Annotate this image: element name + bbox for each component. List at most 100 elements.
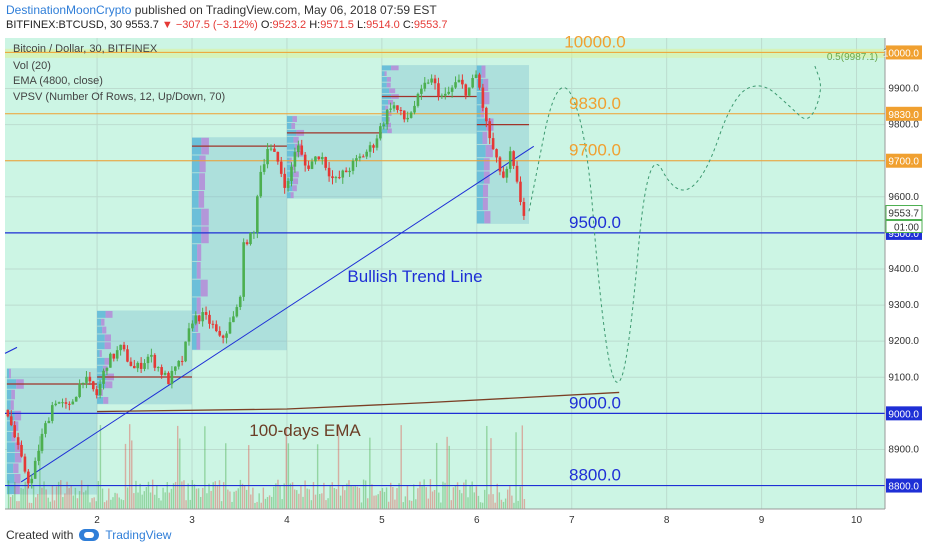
volume-bar [149,492,152,509]
candle-body [262,164,266,172]
volume-bar [467,497,469,509]
candle-body [228,322,232,334]
candle-body [307,165,310,169]
candle-body [498,157,502,172]
volume-bar [262,487,265,509]
volume-bar [214,481,217,509]
volume-profile-row-up [286,178,294,185]
volume-bar [477,495,480,509]
volume-bar [486,425,488,509]
candle-body [95,389,99,396]
volume-profile-row-down [291,123,296,129]
volume-bar [266,497,269,509]
candle-body [156,367,160,369]
volume-profile-row-down [291,164,295,171]
volume-bar [404,496,407,509]
volume-profile-row-up [286,164,292,171]
y-tick-label: 9600.0 [888,192,919,203]
volume-bar [37,494,39,509]
candle-body [74,396,78,402]
tradingview-logo-icon [79,529,100,541]
candle-body [191,323,194,329]
volume-bar [385,487,388,509]
volume-bar [131,440,133,509]
candle-body [40,433,44,451]
volume-bar [275,483,277,509]
volume-bar [291,482,294,509]
volume-profile-row-up [6,421,14,431]
candle-body [23,456,27,472]
volume-profile-row-down [197,244,202,261]
volume-profile-row-down [199,173,206,190]
volume-bar [51,485,54,509]
volume-profile-row-up [192,261,197,279]
candle-body [160,367,163,375]
volume-profile-row-down [14,410,22,421]
volume-profile-row-down [384,71,387,76]
candle-body [242,242,245,297]
candle-body [211,323,215,325]
volume-bar [465,479,467,509]
price-chart[interactable]: 2 3 4 5 6 7 8 9 10 8800.0 8900.0 9000.0 9100.0 9200.0… [0,34,932,526]
candle-body [68,403,71,405]
volume-profile-row-up [97,397,104,404]
volume-bar [235,490,237,509]
volume-bar [456,482,459,509]
volume-profile-row-up [97,357,105,365]
volume-profile-row-down [13,463,19,474]
volume-profile-row-up [476,105,481,118]
volume-bar [285,428,288,509]
x-tick-label: 3 [189,515,195,526]
volume-profile-box [381,65,477,134]
candle-body [197,315,201,322]
volume-bar [20,487,22,509]
volume-bar [494,502,496,509]
volume-bar [406,486,409,509]
volume-bar [93,497,95,509]
volume-bar [229,491,231,509]
volume-bar [135,480,137,509]
volume-bar [392,487,394,509]
volume-bar [471,481,473,509]
candle-body [50,405,54,421]
volume-bar [60,480,62,509]
volume-bar [327,498,329,509]
volume-profile-row-up [6,431,12,442]
x-tick-label: 10 [851,515,863,526]
y-tick-label: 9100.0 [888,372,919,383]
volume-bar [502,501,505,509]
tradingview-link[interactable]: TradingView [105,528,172,542]
volume-bar [425,487,427,509]
volume-profile-row-up [97,389,101,397]
volume-bar [279,485,281,509]
author-link[interactable]: DestinationMoonCrypto [6,3,132,17]
candle-body [167,372,170,385]
volume-bar [160,500,162,509]
volume-bar [469,485,471,509]
price-axis-tag-text: 9000.0 [888,409,919,420]
volume-bar [208,483,210,509]
volume-profile-row-down [200,279,208,297]
volume-profile-row-up [97,342,105,350]
volume-bar [181,481,183,509]
volume-profile-row-up [192,297,197,315]
volume-bar [521,425,524,509]
volume-profile-row-down [480,105,485,118]
volume-bar [358,487,361,509]
candle-body [85,376,88,383]
projection-path [528,63,821,383]
volume-profile-row-up [286,116,293,123]
volume-bar [227,489,229,509]
candle-body [484,107,488,122]
candle-body [457,79,461,83]
candle-body [375,138,379,148]
ohlc-high-key: H: [309,19,321,31]
volume-bar [199,496,202,509]
candle-body [266,148,269,165]
fib-target-band [5,48,885,58]
candle-body [194,315,198,324]
volume-bar [454,485,457,509]
volume-bar [283,483,285,509]
volume-bar [390,482,392,509]
volume-bar [417,488,419,509]
